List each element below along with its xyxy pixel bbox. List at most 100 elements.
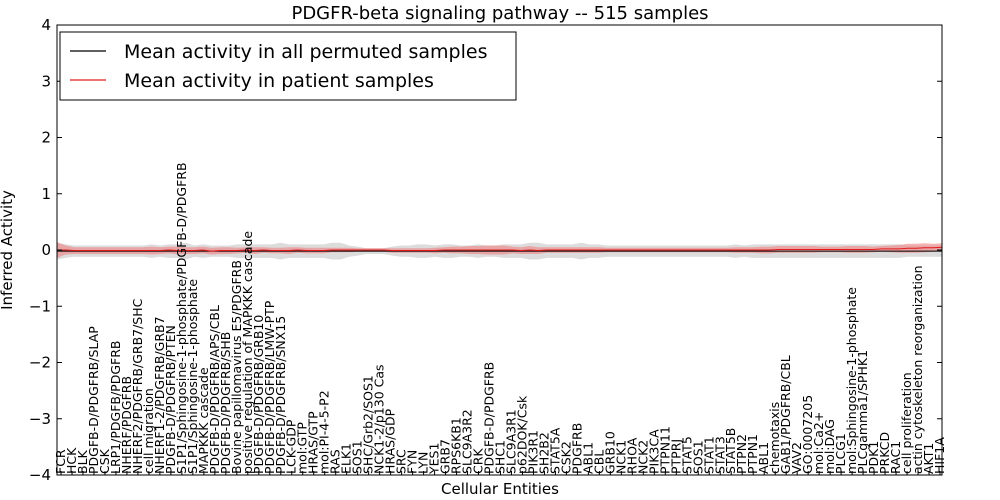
x-tick-label: PTPRJ — [668, 439, 683, 474]
x-tick-label: YES1 — [427, 443, 442, 475]
x-tick-labels: FCRHCKBLKPDGFB-D/PDGFRB/SLAPCSKLRP1/PDGF… — [53, 162, 947, 475]
x-tick-label: CRK — [471, 448, 486, 474]
y-tick-label: −2 — [29, 354, 51, 372]
x-tick-label: VAV2 — [789, 442, 804, 474]
x-tick-label: PDGFB-D/PDGFRB/GRB10 — [251, 315, 266, 474]
x-tick-label: PDGFB-D/PDGFRB/SLAP — [86, 326, 101, 474]
x-tick-label: GO:0007205 — [800, 395, 815, 474]
x-tick-label: S1P1/Sphingosine-1-phosphate — [185, 279, 200, 474]
x-tick-label: CSK — [97, 448, 112, 474]
x-tick-label: GAB1/PDGFRB/CBL — [778, 355, 793, 474]
x-tick-label: mol:GTP — [295, 422, 310, 474]
x-tick-label: STAT5B — [723, 428, 738, 474]
x-tick-label: FYN — [405, 450, 420, 474]
y-tick-label: −1 — [29, 297, 51, 315]
x-tick-label: PDGFB-D/PDGFRB/PTEN — [163, 325, 178, 474]
x-tick-label: PLCgamma1/SPHK1 — [855, 350, 870, 474]
x-tick-label: Bovine papillomavirus E5/PDGFRB — [229, 260, 244, 474]
x-tick-label: LYN — [416, 452, 431, 474]
x-tick-label: NHERF2/PDGFRB/GRB7/SHC — [130, 298, 145, 474]
x-tick-label: mol:Ca2+ — [811, 412, 826, 474]
x-tick-label: GRB7 — [438, 439, 453, 474]
x-tick-label: AKT1 — [921, 443, 936, 474]
x-tick-label: STAT1 — [701, 436, 716, 474]
x-tick-label: LRP1/PDGFB/PDGFRB — [108, 341, 123, 474]
x-tick-label: NHERF/PDGFRB — [119, 376, 134, 474]
x-tick-label: PRKCD — [877, 432, 892, 474]
x-tick-label: NHERF1-2/PDGFRB/GRB7 — [152, 316, 167, 474]
y-axis-label: Inferred Activity — [0, 190, 16, 310]
x-tick-label: p62DOK/Csk — [515, 395, 530, 474]
y-tick-label: 1 — [41, 185, 51, 203]
x-tick-label: cell proliferation — [899, 372, 914, 474]
x-tick-label: ABL1 — [756, 442, 771, 474]
x-tick-label: NCK2 — [635, 440, 650, 474]
x-tick-label: NCK1 — [613, 440, 628, 474]
y-tick-label: 3 — [41, 72, 51, 90]
x-tick-label: PDGFB-D/PDGFRB/APS/CBL — [207, 305, 222, 474]
legend-box — [59, 31, 517, 101]
x-tick-label: BLK — [75, 449, 90, 474]
x-tick-label: HCK — [64, 447, 79, 474]
x-tick-label: STAT3 — [712, 436, 727, 474]
x-tick-label: PDGFRB — [569, 423, 584, 474]
x-tick-label: RHOA — [624, 437, 639, 474]
x-tick-label: STAT5A — [547, 427, 562, 474]
legend-label-patient: Mean activity in patient samples — [124, 70, 434, 92]
line-patient — [57, 246, 943, 252]
y-tick-label: 0 — [41, 241, 51, 259]
x-tick-label: SOS1 — [690, 440, 705, 474]
x-tick-label: PDGFB-D/PDGFRB/SHB — [218, 332, 233, 474]
x-tick-label: CBL — [591, 450, 606, 474]
x-tick-label: ELK1 — [339, 443, 354, 474]
legend-label-permuted: Mean activity in all permuted samples — [124, 41, 487, 63]
x-tick-label: HRAS/GTP — [306, 411, 321, 474]
x-tick-label: PIK3R1 — [526, 430, 541, 474]
x-tick-label: actin cytoskeleton reorganization — [910, 265, 925, 474]
y-tick-label: 4 — [41, 16, 51, 34]
x-tick-label: PIK3CA — [646, 429, 661, 474]
x-tick-label: GRB10 — [602, 431, 617, 474]
x-tick-label: S1P1/Sphingosine-1-phosphate/PDGFB-D/PDG… — [174, 162, 189, 474]
x-tick-label: PDGFB-D/PDGFRB/LMW-PTP — [262, 300, 277, 474]
x-tick-label: HIF1A — [932, 437, 947, 474]
x-tick-label: PTPN1 — [745, 434, 760, 474]
y-tick-label: −3 — [29, 410, 51, 428]
x-tick-label: SLC9A3R1 — [504, 409, 519, 474]
x-tick-label: SHC1 — [493, 440, 508, 474]
x-tick-label: STAT5 — [679, 436, 694, 474]
x-tick-label: SH2B2 — [537, 432, 552, 474]
legend: Mean activity in all permuted samples Me… — [59, 31, 517, 101]
x-tick-label: SOS1 — [350, 440, 365, 474]
x-tick-label: LCK-GDP — [284, 419, 299, 474]
x-tick-label: mol:PI-4-5-P2 — [317, 390, 332, 474]
x-tick-label: PDGFB-D/PDGFRB — [482, 362, 497, 474]
x-tick-label: PDK1 — [866, 441, 881, 474]
x-tick-label: SRC — [394, 449, 409, 474]
x-tick-label: RAC1 — [888, 441, 903, 474]
x-tick-label: CSK2 — [558, 441, 573, 474]
x-tick-label: RAS — [328, 449, 343, 474]
x-tick-label: PTPN2 — [734, 434, 749, 474]
x-tick-label: MAPKKK cascade — [196, 367, 211, 474]
x-tick-label: RPS6KB1 — [449, 417, 464, 474]
x-tick-label: chemotaxis — [767, 402, 782, 474]
x-tick-label: cell migration — [141, 388, 156, 474]
x-tick-label: NCK1-2/p130 Cas — [372, 364, 387, 474]
x-tick-label: positive regulation of MAPKKK cascade — [240, 231, 255, 474]
x-tick-label: HRAS/GDP — [383, 408, 398, 474]
x-tick-label: SLC9A3R2 — [460, 409, 475, 474]
chart-title: PDGFR-beta signaling pathway -- 515 samp… — [291, 3, 708, 24]
x-tick-label: PDGFB-D/PDGFRB/SNX15 — [273, 316, 288, 474]
plot-frame — [56, 24, 943, 476]
x-tick-label: mol:DAG — [822, 419, 837, 474]
y-tick-label: 2 — [41, 129, 51, 147]
series-lines — [57, 246, 943, 252]
x-tick-label: PLCG1 — [833, 433, 848, 474]
x-axis-label: Cellular Entities — [441, 480, 559, 498]
y-axis: 4 3 2 1 0 −1 −2 −3 −4 — [29, 16, 942, 484]
x-tick-label: ABL1 — [580, 442, 595, 474]
x-tick-label: SHC/Grb2/SOS1 — [361, 375, 376, 474]
y-tick-label: −4 — [29, 466, 51, 484]
